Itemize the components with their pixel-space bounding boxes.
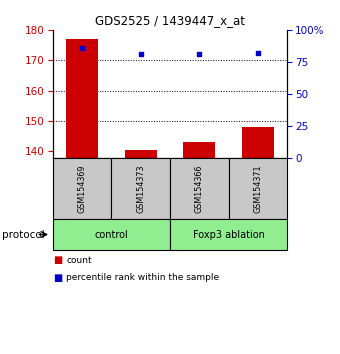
Bar bbox=[66, 39, 98, 158]
Text: GSM154366: GSM154366 bbox=[195, 164, 204, 213]
Point bbox=[197, 51, 202, 57]
Text: protocol: protocol bbox=[2, 229, 45, 240]
Text: control: control bbox=[95, 229, 128, 240]
Bar bbox=[183, 142, 216, 158]
Text: Foxp3 ablation: Foxp3 ablation bbox=[193, 229, 265, 240]
Text: GDS2525 / 1439447_x_at: GDS2525 / 1439447_x_at bbox=[95, 14, 245, 27]
Text: percentile rank within the sample: percentile rank within the sample bbox=[66, 273, 219, 282]
Point bbox=[138, 51, 143, 57]
Text: ■: ■ bbox=[53, 273, 62, 283]
Point bbox=[79, 45, 85, 51]
Point bbox=[255, 50, 261, 56]
Text: count: count bbox=[66, 256, 92, 265]
Bar bbox=[124, 150, 157, 158]
Bar bbox=[242, 127, 274, 158]
Text: GSM154369: GSM154369 bbox=[78, 164, 86, 213]
Text: ■: ■ bbox=[53, 255, 62, 265]
Text: GSM154371: GSM154371 bbox=[254, 164, 262, 213]
Text: GSM154373: GSM154373 bbox=[136, 164, 145, 213]
